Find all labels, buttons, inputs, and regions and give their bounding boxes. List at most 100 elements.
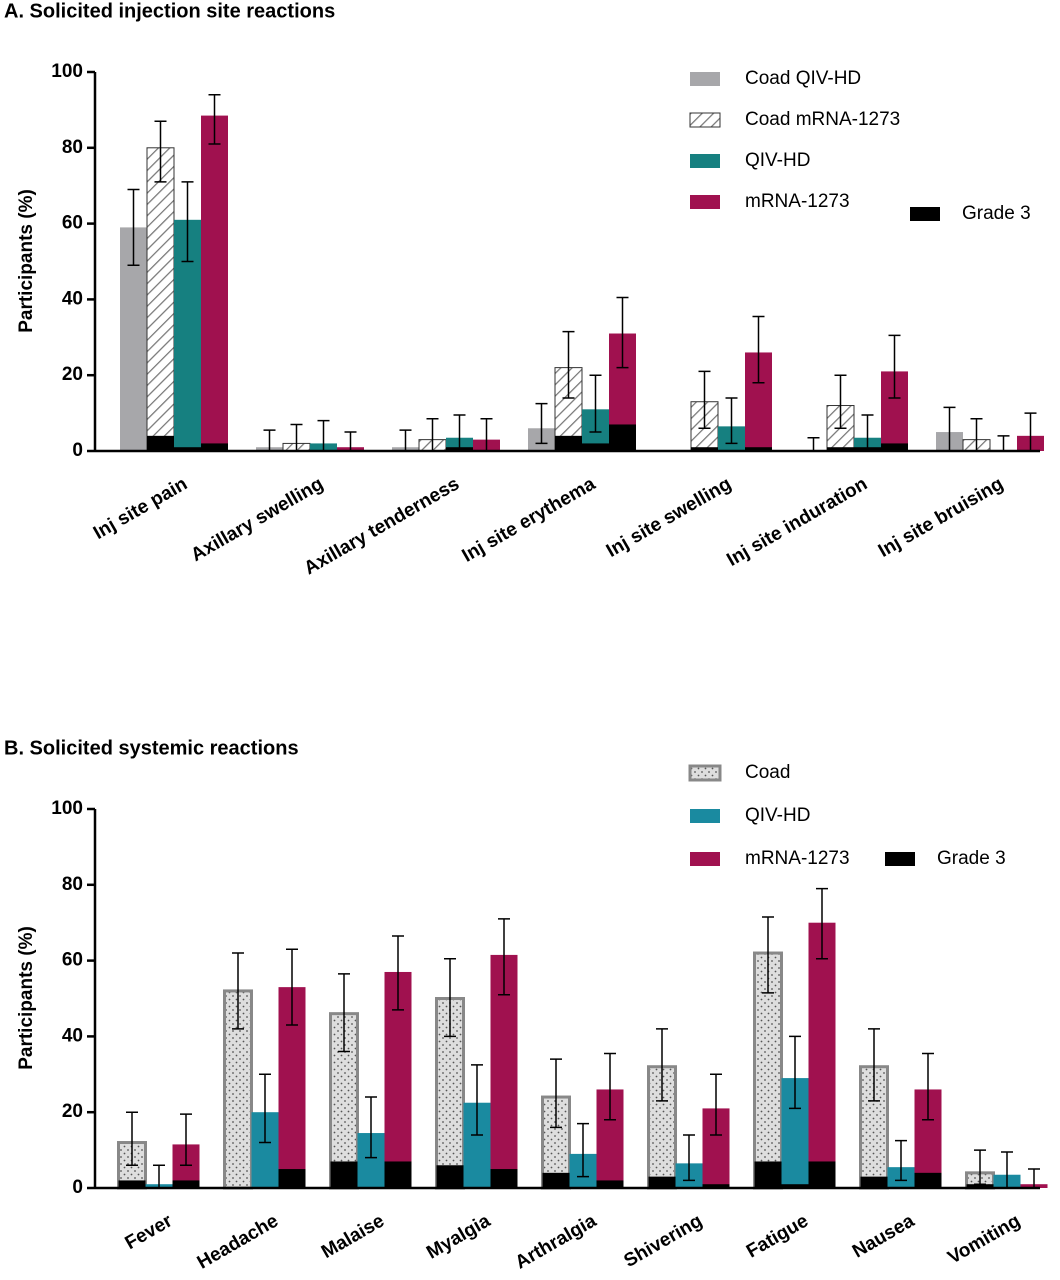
y-tick-label: 40 — [62, 1025, 83, 1046]
grade3-bar — [542, 1172, 570, 1188]
error-bar — [656, 1028, 668, 1102]
grade3-bar — [966, 1184, 994, 1188]
x-tick-label: Inj site induration — [723, 473, 871, 570]
error-bar — [208, 93, 221, 145]
grade3-bar — [172, 1180, 200, 1188]
grade3-bar — [827, 447, 854, 451]
legend-swatch — [910, 207, 940, 221]
error-bar — [259, 1073, 271, 1144]
grade3-bar — [490, 1169, 518, 1188]
x-tick-label: Shivering — [621, 1210, 706, 1271]
legend-label: QIV-HD — [745, 805, 810, 826]
error-bar — [683, 1134, 695, 1182]
error-bar — [577, 1122, 589, 1178]
legend-swatch — [885, 852, 915, 866]
grade3-bar — [201, 443, 228, 451]
grade3-bar — [691, 447, 718, 451]
error-bar — [762, 916, 774, 994]
error-bar — [922, 1052, 934, 1121]
error-bar — [752, 315, 765, 384]
x-tick-label: Arthralgia — [512, 1210, 601, 1273]
error-bar — [868, 1028, 880, 1102]
grade3-bar — [754, 1161, 782, 1188]
legend-label: mRNA-1273 — [745, 848, 850, 869]
error-bar — [127, 188, 140, 267]
bar — [223, 989, 253, 1190]
error-bar — [589, 374, 602, 433]
error-bar — [974, 1149, 986, 1185]
y-axis-label: Participants (%) — [16, 189, 37, 333]
legend-label: Grade 3 — [962, 203, 1031, 224]
grade3-bar — [384, 1161, 412, 1188]
error-bar — [834, 374, 847, 430]
error-bar — [126, 1111, 138, 1167]
legend-label: Coad mRNA-1273 — [745, 109, 900, 130]
x-tick-label: Axillary swelling — [188, 473, 327, 566]
x-tick-label: Inj site bruising — [875, 473, 1007, 561]
grade3-bar — [278, 1169, 306, 1188]
error-bar — [604, 1052, 616, 1121]
grade3-bar — [555, 435, 582, 451]
grade3-bar — [436, 1165, 464, 1188]
error-bar — [550, 1058, 562, 1129]
y-tick-label: 0 — [72, 440, 83, 461]
error-bar — [338, 973, 350, 1053]
error-bar — [154, 120, 167, 183]
x-tick-label: Inj site swelling — [603, 473, 735, 561]
legend-swatch — [690, 195, 720, 209]
x-tick-label: Myalgia — [423, 1210, 494, 1263]
legend-label: Coad — [745, 762, 790, 783]
error-bar — [888, 334, 901, 399]
error-bar — [365, 1096, 377, 1159]
x-tick-label: Fever — [122, 1210, 177, 1254]
x-tick-label: Nausea — [849, 1210, 918, 1262]
legend-swatch — [689, 112, 721, 128]
y-tick-label: 80 — [62, 874, 83, 895]
error-bar — [498, 918, 510, 996]
grade3-bar — [596, 1180, 624, 1188]
x-tick-label: Vomiting — [944, 1210, 1024, 1268]
grade3-bar — [860, 1176, 888, 1188]
legend-swatch — [688, 764, 722, 782]
x-tick-label: Inj site pain — [90, 473, 191, 543]
error-bar — [535, 402, 548, 445]
error-bar — [895, 1139, 907, 1182]
chart-title: A. Solicited injection site reactions — [4, 0, 335, 22]
error-bar — [789, 1035, 801, 1110]
legend-label: Grade 3 — [937, 848, 1006, 869]
grade3-bar — [745, 447, 772, 451]
error-bar — [997, 435, 1010, 452]
y-tick-label: 80 — [62, 137, 83, 158]
y-tick-label: 40 — [62, 288, 83, 309]
legend-label: Coad QIV-HD — [745, 68, 861, 89]
error-bar — [816, 887, 828, 960]
y-tick-label: 100 — [51, 798, 83, 819]
error-bar — [725, 397, 738, 445]
error-bar — [232, 952, 244, 1030]
y-tick-label: 60 — [62, 213, 83, 234]
grade3-bar — [330, 1161, 358, 1188]
error-bar — [286, 948, 298, 1026]
error-bar — [616, 296, 629, 369]
bar — [647, 1065, 677, 1190]
x-tick-label: Fatigue — [743, 1210, 812, 1262]
bar — [146, 147, 175, 452]
legend-label: QIV-HD — [745, 150, 810, 171]
grade3-bar — [881, 443, 908, 451]
legend-swatch — [690, 852, 720, 866]
error-bar — [807, 436, 820, 452]
legend-swatch — [690, 154, 720, 168]
error-bar — [562, 330, 575, 399]
grade3-bar — [781, 1184, 809, 1188]
error-bar — [180, 1113, 192, 1167]
error-bar — [471, 1064, 483, 1136]
bar — [201, 115, 228, 452]
y-tick-label: 20 — [62, 364, 83, 385]
grade3-bar — [147, 435, 174, 451]
error-bar — [392, 935, 404, 1011]
error-bar — [698, 370, 711, 430]
x-tick-label: Headache — [194, 1210, 282, 1273]
bar — [808, 922, 836, 1188]
y-tick-label: 100 — [51, 61, 83, 82]
grade3-bar — [702, 1184, 730, 1188]
